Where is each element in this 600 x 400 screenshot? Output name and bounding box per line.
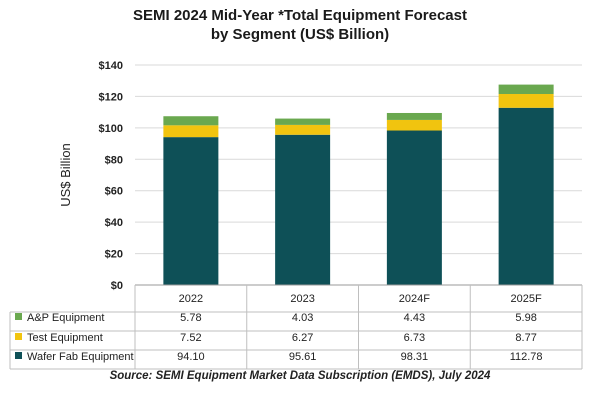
data-label-test: 8.77	[515, 332, 536, 344]
chart-title: SEMI 2024 Mid-Year *Total Equipment Fore…	[0, 6, 600, 44]
bar-ap-2024f	[386, 112, 442, 120]
bar-wafer_fab-2023	[275, 134, 331, 285]
bar-ap-2023	[275, 118, 331, 125]
data-label-test: 6.73	[404, 332, 425, 344]
data-label-wafer_fab: 98.31	[401, 351, 429, 363]
y-tick-label: $100	[99, 123, 123, 135]
bar-wafer_fab-2025f	[498, 107, 554, 285]
legend-label-ap: A&P Equipment	[27, 312, 104, 324]
data-label-ap: 4.03	[292, 312, 313, 324]
y-tick-label: $140	[99, 60, 123, 72]
bar-test-2023	[275, 124, 331, 135]
y-tick-label: $40	[105, 217, 123, 229]
y-tick-label: $80	[105, 154, 123, 166]
y-tick-label: $0	[111, 280, 123, 292]
x-category-label: 2022	[179, 293, 203, 305]
data-label-ap: 5.98	[515, 312, 536, 324]
data-label-ap: 5.78	[180, 312, 201, 324]
chart-title-line-2: by Segment (US$ Billion)	[210, 26, 390, 43]
legend-swatch-test	[15, 333, 22, 340]
bar-wafer_fab-2022	[163, 137, 219, 285]
bar-test-2024f	[386, 119, 442, 131]
y-axis-title: US$ Billion	[58, 143, 73, 207]
legend-label-wafer_fab: Wafer Fab Equipment	[27, 351, 134, 363]
bar-wafer_fab-2024f	[386, 130, 442, 285]
x-category-label: 2025F	[511, 293, 542, 305]
data-label-ap: 4.43	[404, 312, 425, 324]
x-category-label: 2023	[290, 293, 314, 305]
legend-label-test: Test Equipment	[27, 332, 103, 344]
bar-test-2025f	[498, 93, 554, 108]
chart-title-line-1: SEMI 2024 Mid-Year *Total Equipment Fore…	[133, 7, 467, 24]
legend-swatch-ap	[15, 313, 22, 320]
bar-ap-2025f	[498, 84, 554, 94]
y-tick-label: $20	[105, 249, 123, 261]
source-note: Source: SEMI Equipment Market Data Subsc…	[109, 370, 491, 382]
y-tick-label: $60	[105, 186, 123, 198]
data-label-test: 6.27	[292, 332, 313, 344]
data-label-wafer_fab: 94.10	[177, 351, 205, 363]
x-category-label: 2024F	[399, 293, 430, 305]
bar-test-2022	[163, 125, 219, 138]
data-label-wafer_fab: 112.78	[510, 351, 543, 363]
bar-ap-2022	[163, 116, 219, 126]
y-tick-label: $120	[99, 91, 123, 103]
legend-swatch-wafer_fab	[15, 352, 22, 359]
data-label-test: 7.52	[180, 332, 201, 344]
data-label-wafer_fab: 95.61	[289, 351, 317, 363]
